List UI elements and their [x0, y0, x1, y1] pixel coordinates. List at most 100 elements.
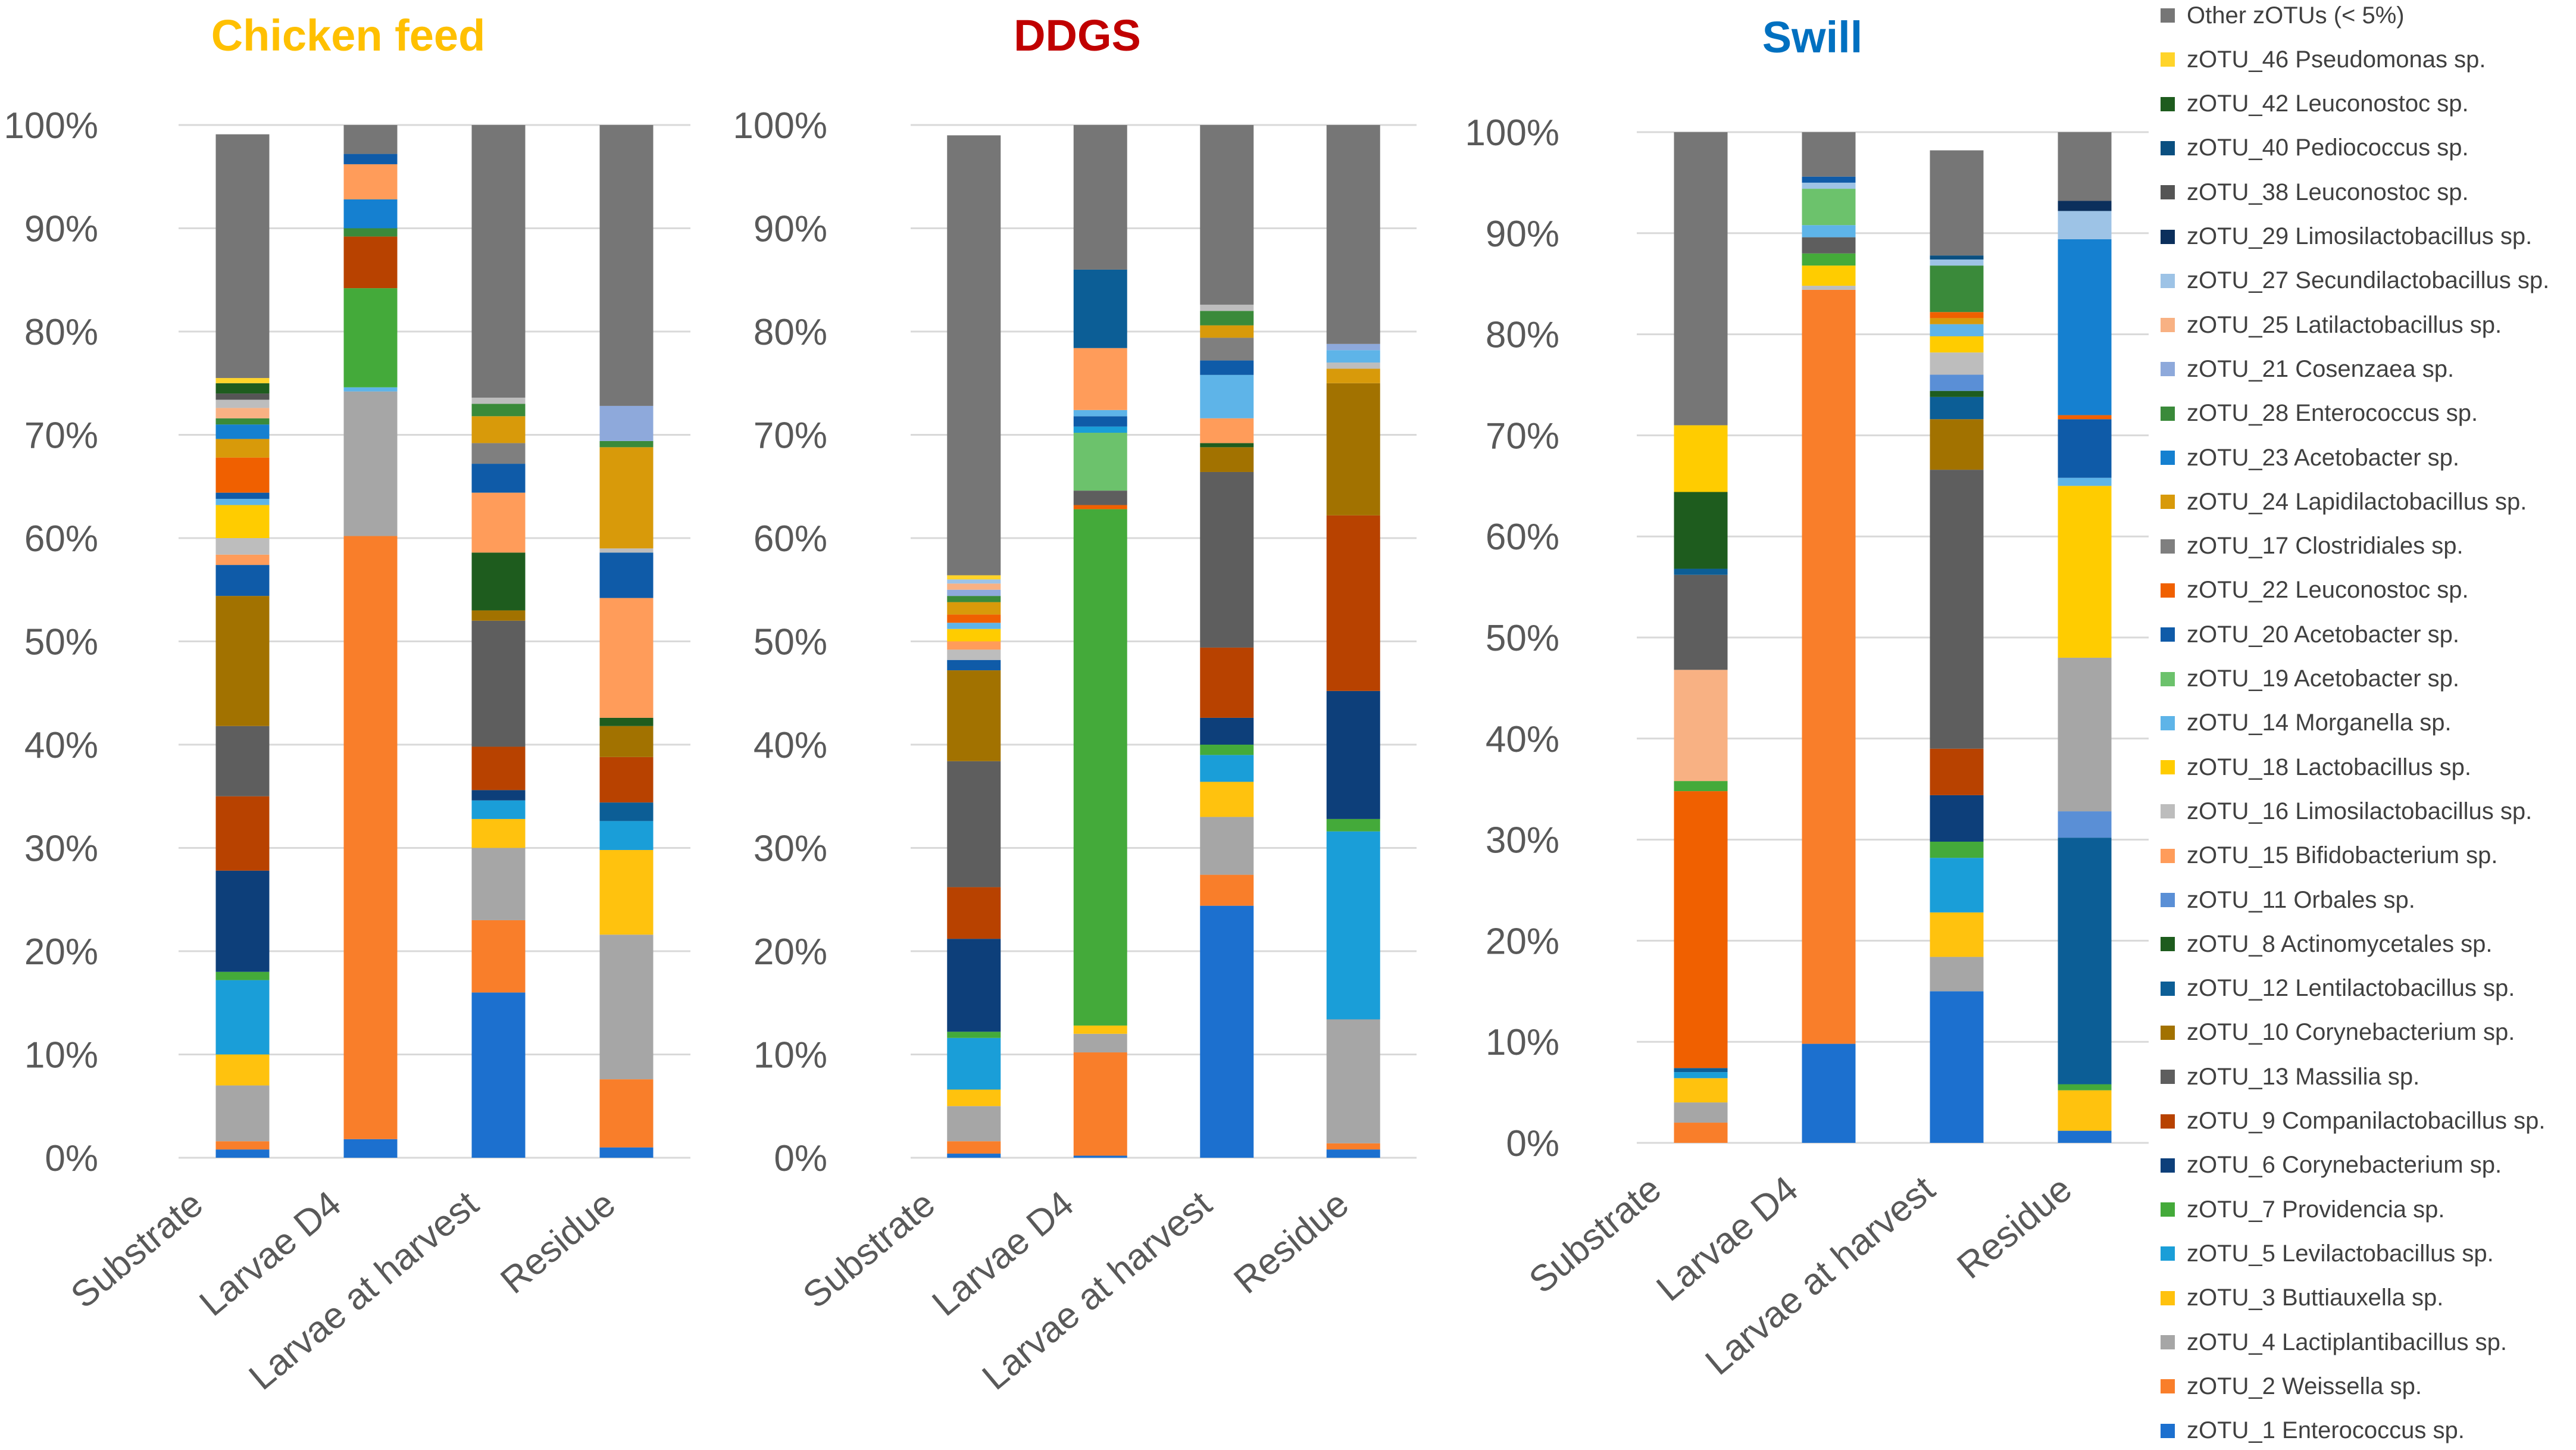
bar-segment: zOTU_12 Lentilactobacillus sp.: 2.2%: [1930, 396, 1984, 420]
bar-segment: Other zOTUs (< 5%): 42.6%: [947, 135, 1001, 576]
legend-swatch: [2161, 715, 2175, 730]
bar-segment: zOTU_1 Enterococcus sp.: 0.2%: [1073, 1155, 1127, 1158]
bar-segment: Other zOTUs (< 5%): 29%: [1674, 132, 1728, 426]
bar-segment: zOTU_3 Buttiauxella sp.: 2.8%: [471, 818, 526, 848]
bar-segment: zOTU_9 Companilactobacillus sp.: 6.8%: [1200, 647, 1254, 718]
legend-swatch: [2161, 981, 2175, 996]
bar-segment: zOTU_14 Morganella sp.: 0.6%: [947, 623, 1001, 629]
bar-stack: zOTU_1 Enterococcus sp.: 1.8%zOTU_2 Weis…: [343, 125, 398, 1158]
bar-segment: zOTU_9 Companilactobacillus sp.: 17%: [1326, 515, 1380, 691]
legend-item: zOTU_42 Leuconostoc sp.: [2161, 86, 2576, 122]
bar-segment: zOTU_46 Pseudomonas sp.: 0.4%: [947, 575, 1001, 580]
bar-segment: zOTU_10 Corynebacterium sp.: 8.8%: [947, 670, 1001, 761]
bar-segment: zOTU_1 Enterococcus sp.: 16%: [471, 992, 526, 1158]
bar-segment: zOTU_18 Lactobacillus sp.: 6.6%: [1674, 425, 1728, 492]
bar-segment: zOTU_13 Massilia sp.: 12.2%: [947, 761, 1001, 888]
legend-label: zOTU_22 Leuconostoc sp.: [2187, 577, 2469, 604]
bar-segment: zOTU_2 Weissella sp.: 7%: [471, 920, 526, 993]
legend-item: zOTU_13 Massilia sp.: [2161, 1059, 2576, 1095]
legend-swatch: [2161, 1070, 2175, 1085]
legend-item: zOTU_22 Leuconostoc sp.: [2161, 573, 2576, 608]
bar-segment: zOTU_15 Bifidobacterium sp.: 6%: [1073, 348, 1127, 410]
bar-segment: zOTU_16 Limosilactobacillus sp.: 2.2%: [1930, 352, 1984, 375]
bar-segment: zOTU_7 Providencia sp.: 1.2%: [1326, 818, 1380, 832]
bar-segment: zOTU_15 Bifidobacterium sp.: 0.8%: [947, 641, 1001, 650]
x-tick-label: Substrate: [1521, 1168, 1669, 1301]
y-tick-label: 70%: [1486, 415, 1559, 457]
legend-item: zOTU_38 Leuconostoc sp.: [2161, 174, 2576, 210]
bar-segment: zOTU_38 Leuconostoc sp.: 0.6%: [215, 393, 270, 400]
bar-segment: zOTU_27 Secundilactobacillus sp.: 0.4%: [947, 579, 1001, 584]
legend-item: zOTU_10 Corynebacterium sp.: [2161, 1015, 2576, 1051]
bar-segment: zOTU_6 Corynebacterium sp.: 9%: [947, 939, 1001, 1032]
legend-item: zOTU_17 Clostridiales sp.: [2161, 529, 2576, 564]
bar-segment: zOTU_2 Weissella sp.: 1.2%: [947, 1141, 1001, 1154]
legend-swatch: [2161, 583, 2175, 598]
bar-segment: zOTU_5 Levilactobacillus sp.: 7.2%: [215, 980, 270, 1055]
bar-segment: zOTU_13 Massilia sp.: 9.4%: [1674, 574, 1728, 670]
y-tick-label: 80%: [1486, 315, 1559, 356]
bar-segment: zOTU_4 Lactiplantibacillus sp.: 14%: [599, 935, 654, 1080]
bar-segment: zOTU_13 Massilia sp.: 27.6%: [1930, 470, 1984, 749]
bar-segment: zOTU_19 Acetobacter sp.: 3.6%: [1802, 189, 1856, 226]
bar-segment: zOTU_5 Levilactobacillus sp.: 0.6%: [1073, 426, 1127, 433]
y-tick-label: 90%: [754, 209, 827, 250]
bar-segment: zOTU_24 Lapidilactobacillus sp.: 1.2%: [1200, 325, 1254, 338]
legend-item: zOTU_14 Morganella sp.: [2161, 705, 2576, 741]
bar-segment: zOTU_28 Enterococcus sp.: 1.2%: [471, 404, 526, 417]
bar-stack: zOTU_1 Enterococcus sp.: 0.8%zOTU_2 Weis…: [1326, 125, 1380, 1158]
bar-segment: zOTU_19 Acetobacter sp.: 5.6%: [1073, 433, 1127, 491]
legend-label: zOTU_4 Lactiplantibacillus sp.: [2187, 1329, 2508, 1355]
y-tick-label: 20%: [754, 932, 827, 973]
bar-segment: zOTU_10 Corynebacterium sp.: 12.6%: [215, 596, 270, 726]
bar-segment: zOTU_7 Providencia sp.: 0.8%: [215, 971, 270, 980]
bar-segment: zOTU_16 Limosilactobacillus sp.: 0.6%: [1326, 362, 1380, 369]
bar-segment: zOTU_27 Secundilactobacillus sp.: 0.6%: [1802, 182, 1856, 189]
bar-segment: zOTU_10 Corynebacterium sp.: 1%: [471, 610, 526, 621]
bar-segment: zOTU_25 Latilactobacillus sp.: 0.6%: [947, 583, 1001, 590]
legend-item: Other zOTUs (< 5%): [2161, 0, 2576, 33]
bar-segment: Other zOTUs (< 5%): 6.8%: [2058, 132, 2112, 201]
legend-item: zOTU_23 Acetobacter sp.: [2161, 440, 2576, 476]
legend-swatch: [2161, 1202, 2175, 1217]
legend-item: zOTU_29 Limosilactobacillus sp.: [2161, 219, 2576, 255]
legend-label: zOTU_10 Corynebacterium sp.: [2187, 1019, 2515, 1046]
y-tick-label: 100%: [4, 105, 98, 146]
bar-segment: zOTU_8 Actinomycetales sp.: 5.6%: [471, 552, 526, 611]
bar-segment: zOTU_3 Buttiauxella sp.: 3%: [215, 1054, 270, 1086]
y-tick-label: 40%: [1486, 719, 1559, 760]
bar-segment: zOTU_3 Buttiauxella sp.: 4.4%: [1930, 912, 1984, 957]
legend-label: zOTU_17 Clostridiales sp.: [2187, 533, 2464, 560]
legend-label: zOTU_27 Secundilactobacillus sp.: [2187, 267, 2550, 294]
legend-label: zOTU_7 Providencia sp.: [2187, 1196, 2445, 1223]
bar-segment: zOTU_2 Weissella sp.: 74.6%: [1802, 289, 1856, 1044]
bar-segment: zOTU_10 Corynebacterium sp.: 5%: [1930, 419, 1984, 470]
x-tick-label: Residue: [1949, 1168, 2080, 1287]
legend-swatch: [2161, 362, 2175, 377]
legend-item: zOTU_19 Acetobacter sp.: [2161, 661, 2576, 697]
bar-segment: zOTU_22 Leuconostoc sp.: 0.4%: [1073, 505, 1127, 510]
legend-label: zOTU_15 Bifidobacterium sp.: [2187, 842, 2498, 869]
bar-segment: zOTU_2 Weissella sp.: 0.6%: [1326, 1143, 1380, 1150]
bar-segment: zOTU_14 Morganella sp.: 0.8%: [2058, 477, 2112, 486]
bar-segment: zOTU_1 Enterococcus sp.: 1.2%: [2058, 1130, 2112, 1143]
bar-segment: Other zOTUs (< 5%): 23.6%: [215, 134, 270, 379]
bar-segment: zOTU_24 Lapidilactobacillus sp.: 9.8%: [599, 447, 654, 549]
bar-segment: zOTU_9 Companilactobacillus sp.: 4.2%: [471, 746, 526, 790]
bar-segment: zOTU_20 Acetobacter sp.: 0.6%: [215, 492, 270, 499]
y-tick-label: 20%: [24, 932, 98, 973]
legend-swatch: [2161, 848, 2175, 863]
y-tick-label: 40%: [754, 725, 827, 766]
bar-segment: zOTU_7 Providencia sp.: 0.6%: [947, 1032, 1001, 1038]
legend-label: zOTU_8 Actinomycetales sp.: [2187, 930, 2493, 957]
bar-segment: zOTU_6 Corynebacterium sp.: 1%: [471, 790, 526, 801]
legend-label: zOTU_42 Leuconostoc sp.: [2187, 90, 2469, 117]
legend-swatch: [2161, 96, 2175, 111]
y-tick-label: 10%: [754, 1035, 827, 1076]
legend-swatch: [2161, 185, 2175, 200]
chart-panel-1: DDGS 0% 10% 20% 30% 40% 50% 60% 70% 80% 90% 100% zOT…: [733, 11, 1417, 1398]
legend-swatch: [2161, 539, 2175, 554]
legend-label: zOTU_25 Latilactobacillus sp.: [2187, 311, 2502, 338]
bar-segment: zOTU_25 Latilactobacillus sp.: 11%: [1674, 670, 1728, 782]
bar-segment: zOTU_28 Enterococcus sp.: 0.6%: [215, 418, 270, 425]
